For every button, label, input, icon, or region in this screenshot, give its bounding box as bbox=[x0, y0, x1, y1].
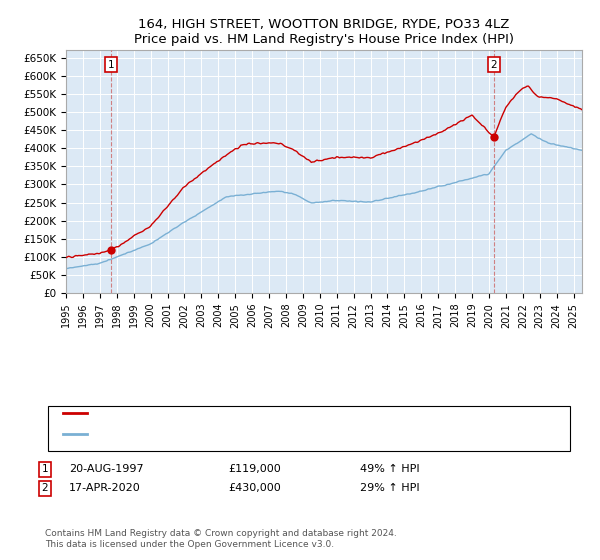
Text: 20-AUG-1997: 20-AUG-1997 bbox=[69, 464, 143, 474]
Text: Contains HM Land Registry data © Crown copyright and database right 2024.
This d: Contains HM Land Registry data © Crown c… bbox=[45, 529, 397, 549]
Title: 164, HIGH STREET, WOOTTON BRIDGE, RYDE, PO33 4LZ
Price paid vs. HM Land Registry: 164, HIGH STREET, WOOTTON BRIDGE, RYDE, … bbox=[134, 18, 514, 46]
Text: HPI: Average price, detached house, Isle of Wight: HPI: Average price, detached house, Isle… bbox=[93, 429, 351, 439]
Text: 1: 1 bbox=[41, 464, 49, 474]
Text: £119,000: £119,000 bbox=[228, 464, 281, 474]
Text: 49% ↑ HPI: 49% ↑ HPI bbox=[360, 464, 419, 474]
Text: 2: 2 bbox=[41, 483, 49, 493]
Text: 164, HIGH STREET, WOOTTON BRIDGE, RYDE, PO33 4LZ (detached house): 164, HIGH STREET, WOOTTON BRIDGE, RYDE, … bbox=[93, 408, 479, 418]
Text: 29% ↑ HPI: 29% ↑ HPI bbox=[360, 483, 419, 493]
Text: 1: 1 bbox=[107, 60, 114, 70]
Text: £430,000: £430,000 bbox=[228, 483, 281, 493]
Text: 2: 2 bbox=[491, 60, 497, 70]
Text: 17-APR-2020: 17-APR-2020 bbox=[69, 483, 141, 493]
